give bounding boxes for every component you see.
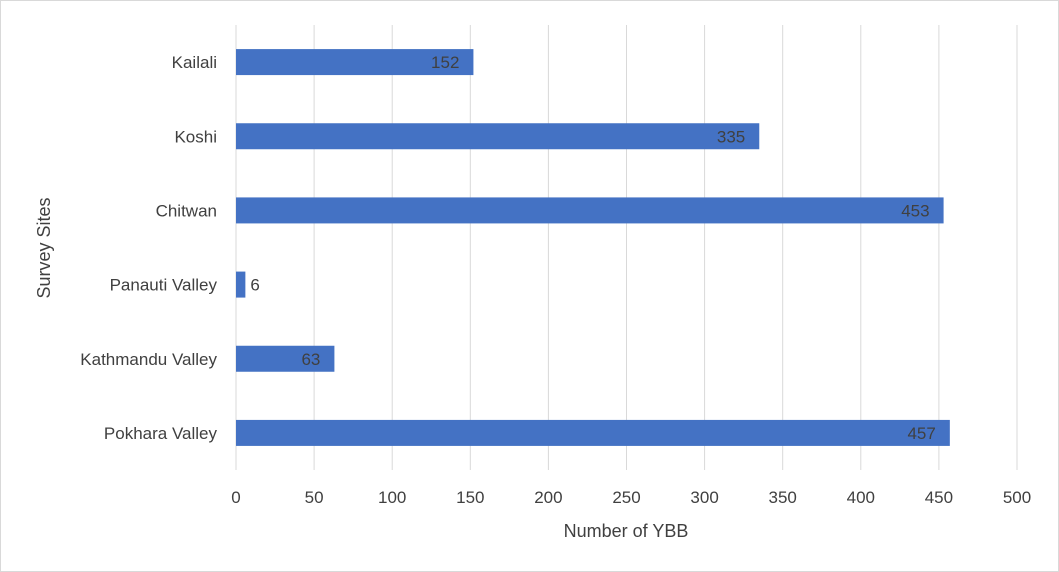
x-tick-label: 400 bbox=[847, 488, 875, 507]
category-label: Pokhara Valley bbox=[104, 424, 218, 443]
data-label: 152 bbox=[431, 53, 459, 72]
x-tick-label: 100 bbox=[378, 488, 406, 507]
x-tick-label: 350 bbox=[769, 488, 797, 507]
data-label: 6 bbox=[250, 276, 259, 295]
x-tick-labels: 0 50 100 150 200 250 300 350 400 450 500 bbox=[231, 488, 1031, 507]
x-tick-label: 200 bbox=[534, 488, 562, 507]
y-axis-label: Survey Sites bbox=[34, 197, 54, 298]
x-tick-label: 300 bbox=[690, 488, 718, 507]
x-tick-label: 0 bbox=[231, 488, 240, 507]
x-tick-label: 450 bbox=[925, 488, 953, 507]
category-label: Chitwan bbox=[156, 201, 217, 220]
category-label: Koshi bbox=[174, 127, 217, 146]
bar bbox=[236, 345, 335, 372]
category-label: Kathmandu Valley bbox=[80, 350, 217, 369]
bar bbox=[236, 49, 474, 76]
data-label: 453 bbox=[901, 201, 929, 220]
x-tick-label: 150 bbox=[456, 488, 484, 507]
bar bbox=[236, 123, 760, 150]
bar bbox=[236, 419, 950, 446]
bar bbox=[236, 197, 944, 224]
bar bbox=[236, 271, 246, 298]
x-tick-label: 50 bbox=[305, 488, 324, 507]
x-tick-label: 500 bbox=[1003, 488, 1031, 507]
data-labels: 152 335 453 6 63 457 bbox=[250, 53, 935, 443]
data-label: 457 bbox=[907, 424, 935, 443]
data-label: 63 bbox=[301, 350, 320, 369]
gridlines bbox=[235, 25, 1018, 470]
category-label: Panauti Valley bbox=[110, 276, 218, 295]
category-labels: Kailali Koshi Chitwan Panauti Valley Kathman… bbox=[80, 53, 217, 443]
x-axis-label: Number of YBB bbox=[564, 521, 689, 541]
bars bbox=[236, 49, 950, 446]
data-label: 335 bbox=[717, 127, 745, 146]
x-tick-label: 250 bbox=[612, 488, 640, 507]
category-label: Kailali bbox=[172, 53, 217, 72]
